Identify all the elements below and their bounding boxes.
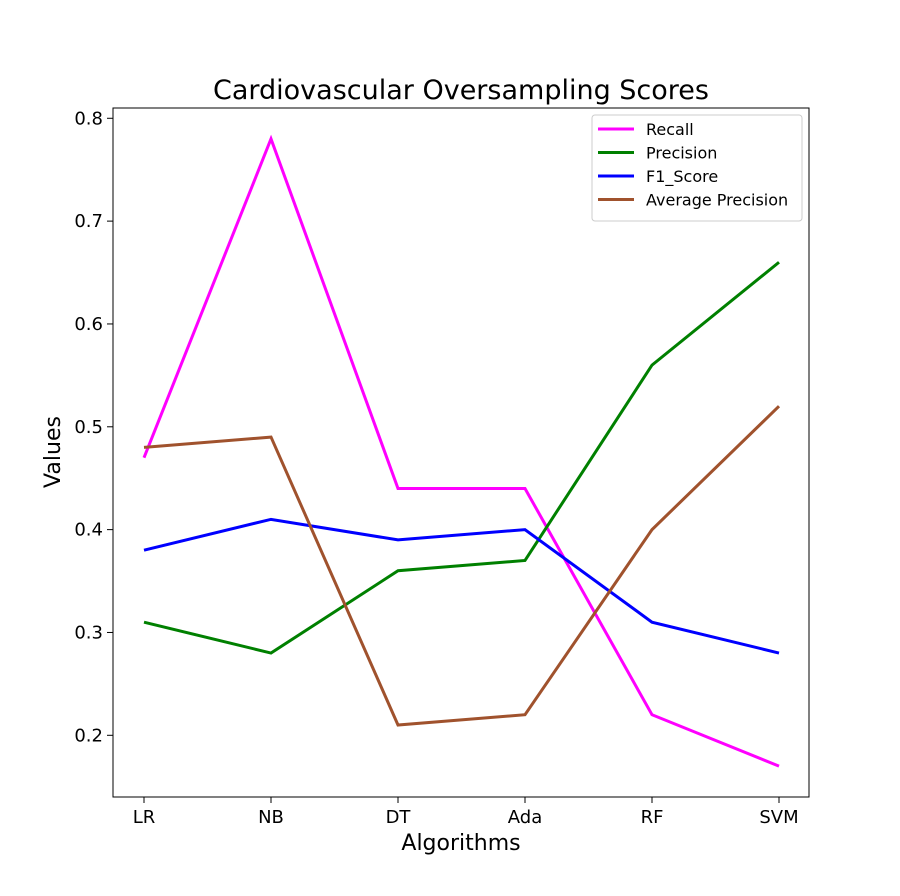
series-lines <box>142 134 781 768</box>
legend-label: Average Precision <box>646 191 788 210</box>
x-tick-label: DT <box>386 807 412 828</box>
plot-frame <box>112 107 810 798</box>
x-tick-label: Ada <box>508 807 542 828</box>
x-tick-label: LR <box>133 807 156 828</box>
x-tick-label: SVM <box>759 807 798 828</box>
y-tick-label: 0.4 <box>74 520 103 541</box>
y-tick-label: 0.7 <box>74 211 103 232</box>
legend: Recall Precision F1_Score Average Precision <box>591 114 803 222</box>
legend-label: F1_Score <box>646 167 718 187</box>
x-axis-label: Algorithms <box>401 831 520 856</box>
x-tick-label: NB <box>258 807 284 828</box>
x-axis: LR NB DT Ada RF SVM <box>133 797 799 828</box>
y-tick-label: 0.8 <box>74 108 103 129</box>
series-line-precision <box>143 261 780 655</box>
chart-title: Cardiovascular Oversampling Scores <box>213 75 709 106</box>
y-tick-label: 0.5 <box>74 417 103 438</box>
legend-box <box>591 114 803 222</box>
series-line-average-precision <box>143 405 781 727</box>
series-line-recall <box>142 134 780 768</box>
y-axis-label: Values <box>41 416 66 488</box>
y-tick-label: 0.2 <box>74 725 103 746</box>
x-tick-label: RF <box>641 807 664 828</box>
legend-label: Recall <box>646 120 694 139</box>
y-tick-label: 0.6 <box>74 314 103 335</box>
y-axis: 0.2 0.3 0.4 0.5 0.6 0.7 0.8 <box>74 108 113 746</box>
series-line-f1-score <box>143 517 780 655</box>
legend-label: Precision <box>646 144 717 163</box>
y-tick-label: 0.3 <box>74 622 103 643</box>
